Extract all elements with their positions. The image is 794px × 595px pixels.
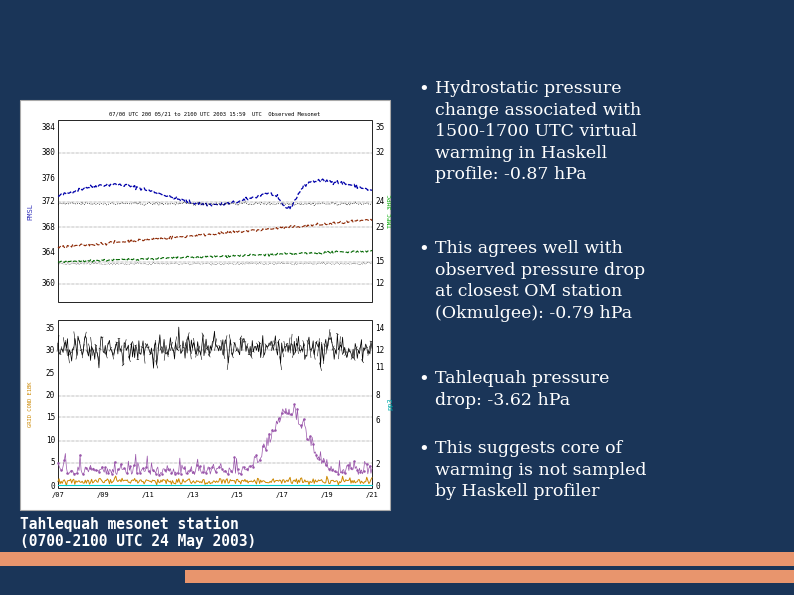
Text: 8: 8: [375, 391, 380, 400]
Text: 12: 12: [375, 279, 384, 289]
Text: 376: 376: [41, 174, 55, 183]
Text: PMSL: PMSL: [27, 202, 33, 220]
Text: 32: 32: [375, 148, 384, 157]
Text: 368: 368: [41, 223, 55, 232]
Text: 12: 12: [375, 346, 384, 355]
Text: 23: 23: [375, 223, 384, 232]
Text: /19: /19: [321, 492, 333, 498]
Text: pp3: pp3: [387, 397, 393, 411]
Text: /21: /21: [365, 492, 379, 498]
Text: 2: 2: [375, 460, 380, 469]
Bar: [58, 320, 372, 488]
Text: 14: 14: [375, 324, 384, 333]
Text: 24: 24: [375, 198, 384, 206]
Text: /07: /07: [52, 492, 64, 498]
Bar: [58, 120, 372, 302]
Bar: [20, 100, 390, 510]
Text: 15: 15: [375, 258, 384, 267]
Bar: [0, 552, 794, 566]
Text: 6: 6: [375, 416, 380, 425]
Text: •: •: [418, 80, 429, 98]
Text: 20: 20: [46, 391, 55, 400]
Text: 0: 0: [375, 482, 380, 491]
Text: 360: 360: [41, 279, 55, 289]
Text: 25: 25: [46, 369, 55, 378]
Text: /13: /13: [187, 492, 199, 498]
Text: 07/00 UTC 200 05/21 to 2100 UTC 2003 15:59  UTC  Observed Mesonet: 07/00 UTC 200 05/21 to 2100 UTC 2003 15:…: [110, 112, 321, 117]
Text: Tahlequah pressure
drop: -3.62 hPa: Tahlequah pressure drop: -3.62 hPa: [435, 370, 609, 409]
Bar: [185, 570, 794, 583]
Text: 10: 10: [46, 437, 55, 446]
Text: 30: 30: [46, 346, 55, 355]
Text: This agrees well with
observed pressure drop
at closest OM station
(Okmulgee): -: This agrees well with observed pressure …: [435, 240, 645, 322]
Text: TMFC 3HPC: TMFC 3HPC: [387, 194, 392, 228]
Text: 15: 15: [46, 413, 55, 422]
Text: 35: 35: [46, 324, 55, 333]
Text: /09: /09: [97, 492, 110, 498]
Text: 5: 5: [50, 458, 55, 467]
Text: 35: 35: [375, 123, 384, 131]
Text: 0: 0: [50, 482, 55, 491]
Text: Tahlequah mesonet station
(0700-2100 UTC 24 May 2003): Tahlequah mesonet station (0700-2100 UTC…: [20, 516, 256, 549]
Text: /15: /15: [231, 492, 244, 498]
Text: 364: 364: [41, 248, 55, 258]
Text: /17: /17: [276, 492, 289, 498]
Text: •: •: [418, 440, 429, 458]
Text: 384: 384: [41, 123, 55, 131]
Text: 11: 11: [375, 362, 384, 371]
Text: This suggests core of
warming is not sampled
by Haskell profiler: This suggests core of warming is not sam…: [435, 440, 646, 500]
Text: 380: 380: [41, 148, 55, 157]
Text: /11: /11: [141, 492, 154, 498]
Text: Hydrostatic pressure
change associated with
1500-1700 UTC virtual
warming in Has: Hydrostatic pressure change associated w…: [435, 80, 642, 183]
Text: 372: 372: [41, 198, 55, 206]
Text: •: •: [418, 240, 429, 258]
Text: •: •: [418, 370, 429, 388]
Text: GRID COND E1BK: GRID COND E1BK: [28, 381, 33, 427]
